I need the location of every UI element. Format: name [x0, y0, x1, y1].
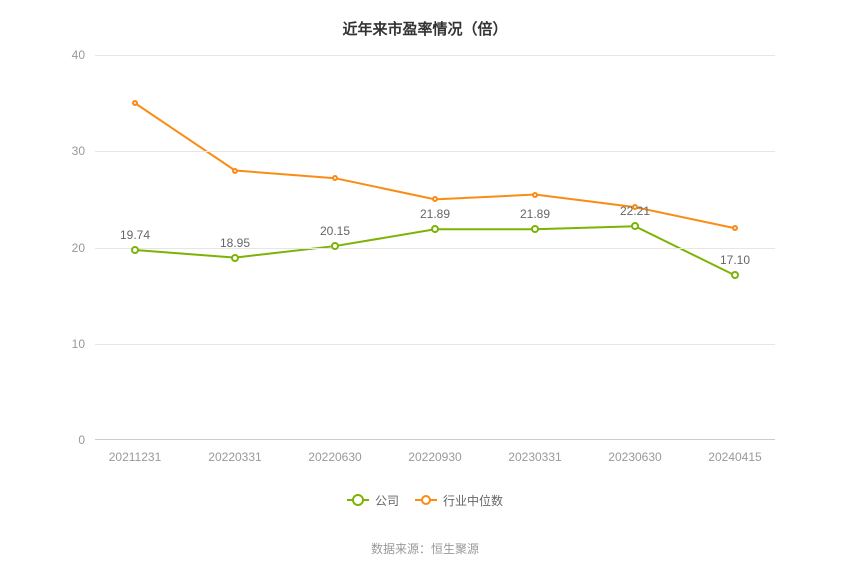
legend-label: 行业中位数 [443, 492, 503, 509]
plot-area: 0102030402021123120220331202206302022093… [95, 55, 775, 440]
pe-ratio-chart: 近年来市盈率情况（倍） 0102030402021123120220331202… [0, 0, 850, 575]
series-marker [532, 192, 538, 198]
data-label: 19.74 [120, 228, 150, 242]
x-tick-label: 20230331 [508, 450, 561, 464]
series-marker [732, 225, 738, 231]
x-tick-label: 20220930 [408, 450, 461, 464]
grid-line [95, 55, 775, 56]
x-tick-label: 20220331 [208, 450, 261, 464]
y-tick-label: 10 [72, 337, 85, 351]
x-tick-label: 20211231 [109, 450, 162, 464]
legend-swatch [347, 499, 369, 501]
series-marker [331, 242, 339, 250]
grid-line [95, 248, 775, 249]
y-tick-label: 20 [72, 241, 85, 255]
grid-line [95, 151, 775, 152]
grid-line [95, 344, 775, 345]
chart-title: 近年来市盈率情况（倍） [0, 0, 850, 39]
series-marker [632, 204, 638, 210]
series-marker [232, 168, 238, 174]
data-label: 21.89 [420, 207, 450, 221]
series-marker [132, 100, 138, 106]
series-marker [431, 225, 439, 233]
x-tick-label: 20240415 [708, 450, 761, 464]
legend-swatch [415, 499, 437, 501]
series-marker [231, 254, 239, 262]
y-tick-label: 40 [72, 48, 85, 62]
x-axis [95, 439, 775, 440]
series-marker [432, 196, 438, 202]
series-marker [531, 225, 539, 233]
series-marker [332, 175, 338, 181]
legend-item-1[interactable]: 行业中位数 [415, 492, 503, 509]
data-label: 20.15 [320, 224, 350, 238]
x-tick-label: 20220630 [308, 450, 361, 464]
y-tick-label: 30 [72, 144, 85, 158]
series-line-0 [135, 226, 735, 275]
source-label: 数据来源：恒生聚源 [0, 540, 850, 557]
y-tick-label: 0 [78, 433, 85, 447]
legend-item-0[interactable]: 公司 [347, 492, 399, 509]
legend: 公司 行业中位数 [0, 490, 850, 509]
data-label: 21.89 [520, 207, 550, 221]
legend-label: 公司 [375, 492, 399, 509]
series-marker [131, 246, 139, 254]
series-marker [731, 271, 739, 279]
series-marker [631, 222, 639, 230]
data-label: 17.10 [720, 253, 750, 267]
data-label: 18.95 [220, 236, 250, 250]
x-tick-label: 20230630 [608, 450, 661, 464]
